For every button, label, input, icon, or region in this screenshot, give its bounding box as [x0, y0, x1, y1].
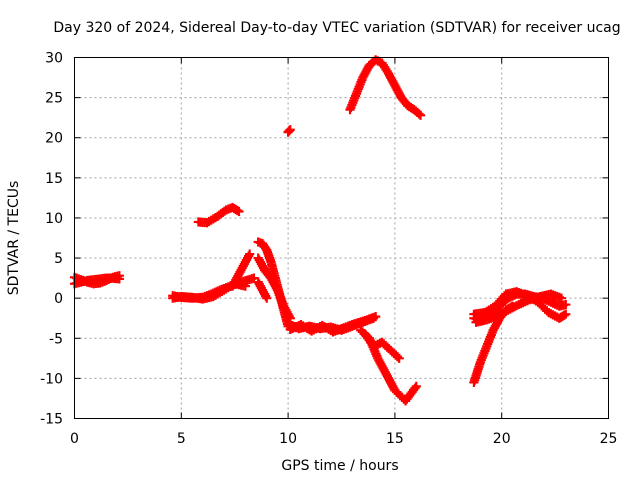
x-tick-label: 5: [177, 431, 186, 447]
data-point: [262, 293, 272, 303]
series-sat-track-l: [285, 312, 381, 337]
y-tick-label: 0: [54, 291, 63, 307]
series-sat-track-i: [253, 277, 272, 303]
y-tick-label: -10: [40, 371, 63, 387]
y-tick-label: -5: [49, 331, 63, 347]
data-point: [561, 299, 571, 310]
series-sat-track-m: [345, 55, 426, 120]
data-point: [249, 273, 259, 283]
y-axis-label: SDTVAR / TECUs: [6, 181, 22, 296]
data-point: [411, 381, 421, 392]
plot-frame: [74, 57, 609, 419]
x-tick-label: 0: [70, 431, 79, 447]
y-tick-label: -15: [40, 412, 63, 428]
y-axis: -15 -10 -5 0 5 10 15 20 25 30: [40, 51, 63, 428]
chart-title: Day 320 of 2024, Sidereal Day-to-day VTE…: [53, 20, 620, 36]
x-axis: 0 5 10 15 20 25: [70, 431, 617, 447]
data-point: [415, 110, 426, 120]
data-point: [245, 249, 255, 259]
data-point: [371, 312, 381, 322]
y-tick-label: 5: [54, 251, 63, 267]
data-point: [114, 271, 124, 281]
series-sat-track-j: [283, 125, 295, 137]
y-tick-label: 30: [45, 51, 63, 67]
data-point: [561, 309, 571, 319]
series-sat-track-s: [471, 289, 567, 327]
series-sat-track-r: [469, 287, 571, 323]
series-sat-track-e: [193, 202, 244, 228]
x-tick-label: 10: [279, 431, 297, 447]
y-tick-label: 10: [45, 211, 63, 227]
series-sat-track-o: [360, 329, 404, 363]
y-tick-label: 15: [45, 171, 63, 187]
grid: [74, 57, 609, 419]
y-tick-label: 25: [45, 91, 63, 107]
series-sat-track-d: [168, 273, 259, 303]
series-sat-track-h: [253, 253, 295, 323]
x-tick-label: 20: [493, 431, 511, 447]
data-point: [234, 206, 244, 217]
x-tick-label: 25: [600, 431, 618, 447]
data-series: [69, 55, 571, 406]
series-sat-track-f: [227, 249, 255, 291]
axis-ticks: [74, 57, 609, 419]
data-point: [394, 353, 404, 363]
data-point: [556, 293, 567, 303]
data-point: [285, 125, 295, 135]
y-tick-label: 20: [45, 131, 63, 147]
x-axis-label: GPS time / hours: [281, 458, 398, 474]
x-tick-label: 15: [386, 431, 404, 447]
